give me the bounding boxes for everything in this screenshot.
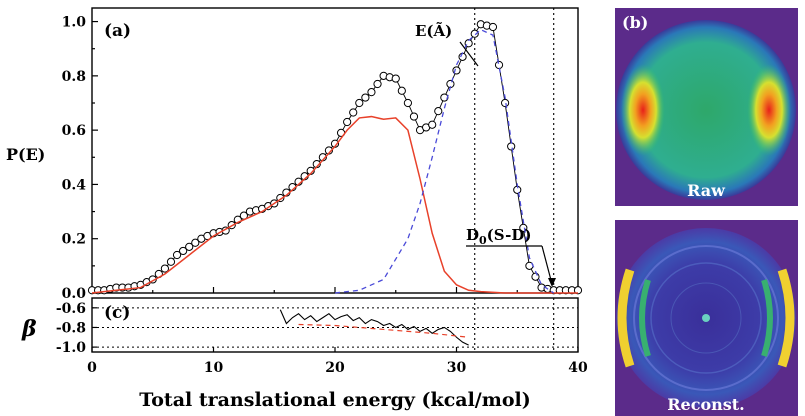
x-tick-label: 30 xyxy=(447,360,467,376)
data-point xyxy=(573,286,583,295)
data-point xyxy=(434,107,443,116)
data-point xyxy=(373,79,382,89)
data-point xyxy=(160,264,169,273)
reconst-center-dot xyxy=(702,314,710,322)
panel-c-y-ticks: -0.6 -0.8 -1.0 xyxy=(56,301,97,356)
y-tick-label: 0.2 xyxy=(62,232,86,248)
fit-line-red xyxy=(91,115,578,294)
data-point xyxy=(458,52,467,61)
beta-fit-line xyxy=(298,323,469,338)
data-point xyxy=(488,22,498,32)
data-point xyxy=(172,250,182,260)
data-point xyxy=(391,74,400,83)
data-point xyxy=(403,98,412,108)
data-point xyxy=(397,86,406,95)
data-point xyxy=(409,112,419,121)
panel-c-series xyxy=(279,309,469,346)
reconst-arc-right-inner xyxy=(761,279,773,357)
data-point xyxy=(355,98,364,108)
panel-a-x-ticks xyxy=(91,287,579,293)
panel-c-hlines xyxy=(92,307,578,348)
annotation-d0: D0(S-D) xyxy=(466,226,531,247)
data-point xyxy=(507,142,516,151)
data-point xyxy=(361,93,370,102)
panel-a-frame xyxy=(91,7,579,294)
reconst-arc-left-outer xyxy=(617,268,635,368)
reconst-arc-left-inner xyxy=(639,279,651,357)
y-tick-label: -0.6 xyxy=(56,301,86,317)
x-tick-label: 10 xyxy=(204,360,224,376)
panel-a-y-ticks: 0.0 0.2 0.4 0.6 0.8 1.0 xyxy=(62,15,98,302)
annotation-d0-arrow xyxy=(541,245,553,285)
raw-caption: Raw xyxy=(687,181,726,200)
y-tick-label: 0.0 xyxy=(62,286,87,302)
y-tick-label: 0.4 xyxy=(62,177,87,193)
raw-image-disc xyxy=(616,20,796,200)
annotation-d0-sub: 0 xyxy=(479,234,487,247)
annotation-d0-rest: (S-D) xyxy=(487,226,532,244)
panel-c-label: (c) xyxy=(104,303,130,323)
y-tick-label: 0.8 xyxy=(62,69,86,85)
data-point xyxy=(179,246,188,256)
annotation-state-arrow xyxy=(459,41,479,67)
panel-a-label: (a) xyxy=(104,21,131,41)
data-line xyxy=(92,23,578,291)
reconst-ring-3 xyxy=(670,282,742,354)
reconst-ring-1 xyxy=(633,245,779,391)
y-tick-label: -1.0 xyxy=(56,340,86,356)
annotation-d0-main: D xyxy=(466,226,479,244)
panel-c-y-axis-title: β xyxy=(21,316,37,342)
data-point xyxy=(166,257,176,266)
data-point xyxy=(501,98,510,108)
data-point xyxy=(191,238,200,247)
annotation-d0-arrowhead xyxy=(548,278,556,287)
y-tick-label: -0.8 xyxy=(56,320,86,336)
data-point xyxy=(367,88,376,97)
annotation-state: E(Ã) xyxy=(415,21,452,40)
data-point xyxy=(531,272,540,281)
x-tick-label: 40 xyxy=(568,360,588,376)
reconst-ring-2 xyxy=(650,262,762,374)
panel-a-y-axis-title: P(E) xyxy=(6,145,45,164)
raw-image-hot-right xyxy=(747,64,791,156)
y-tick-label: 1.0 xyxy=(62,15,87,31)
x-axis-title: Total translational energy (kcal/mol) xyxy=(139,389,530,411)
data-point xyxy=(494,60,504,70)
data-point xyxy=(343,117,352,127)
x-tick-label: 0 xyxy=(87,360,97,376)
data-point xyxy=(428,120,437,129)
data-point xyxy=(470,29,479,38)
data-point xyxy=(349,108,358,117)
panel-b-label: (b) xyxy=(622,13,648,32)
reconst-caption: Reconst. xyxy=(667,395,745,414)
reconst-arc-right-outer xyxy=(777,268,795,368)
beta-line xyxy=(279,309,469,346)
raw-image-hot-left xyxy=(621,64,665,156)
panel-a-series xyxy=(87,20,583,295)
data-point xyxy=(185,242,194,251)
fit-line-blue-dashed xyxy=(334,28,555,294)
panel-a-vertical-lines xyxy=(474,8,555,352)
panel-c-x-ticks: 0 10 20 30 40 xyxy=(87,347,588,376)
y-tick-label: 0.6 xyxy=(62,123,86,139)
x-tick-label: 20 xyxy=(325,360,345,376)
